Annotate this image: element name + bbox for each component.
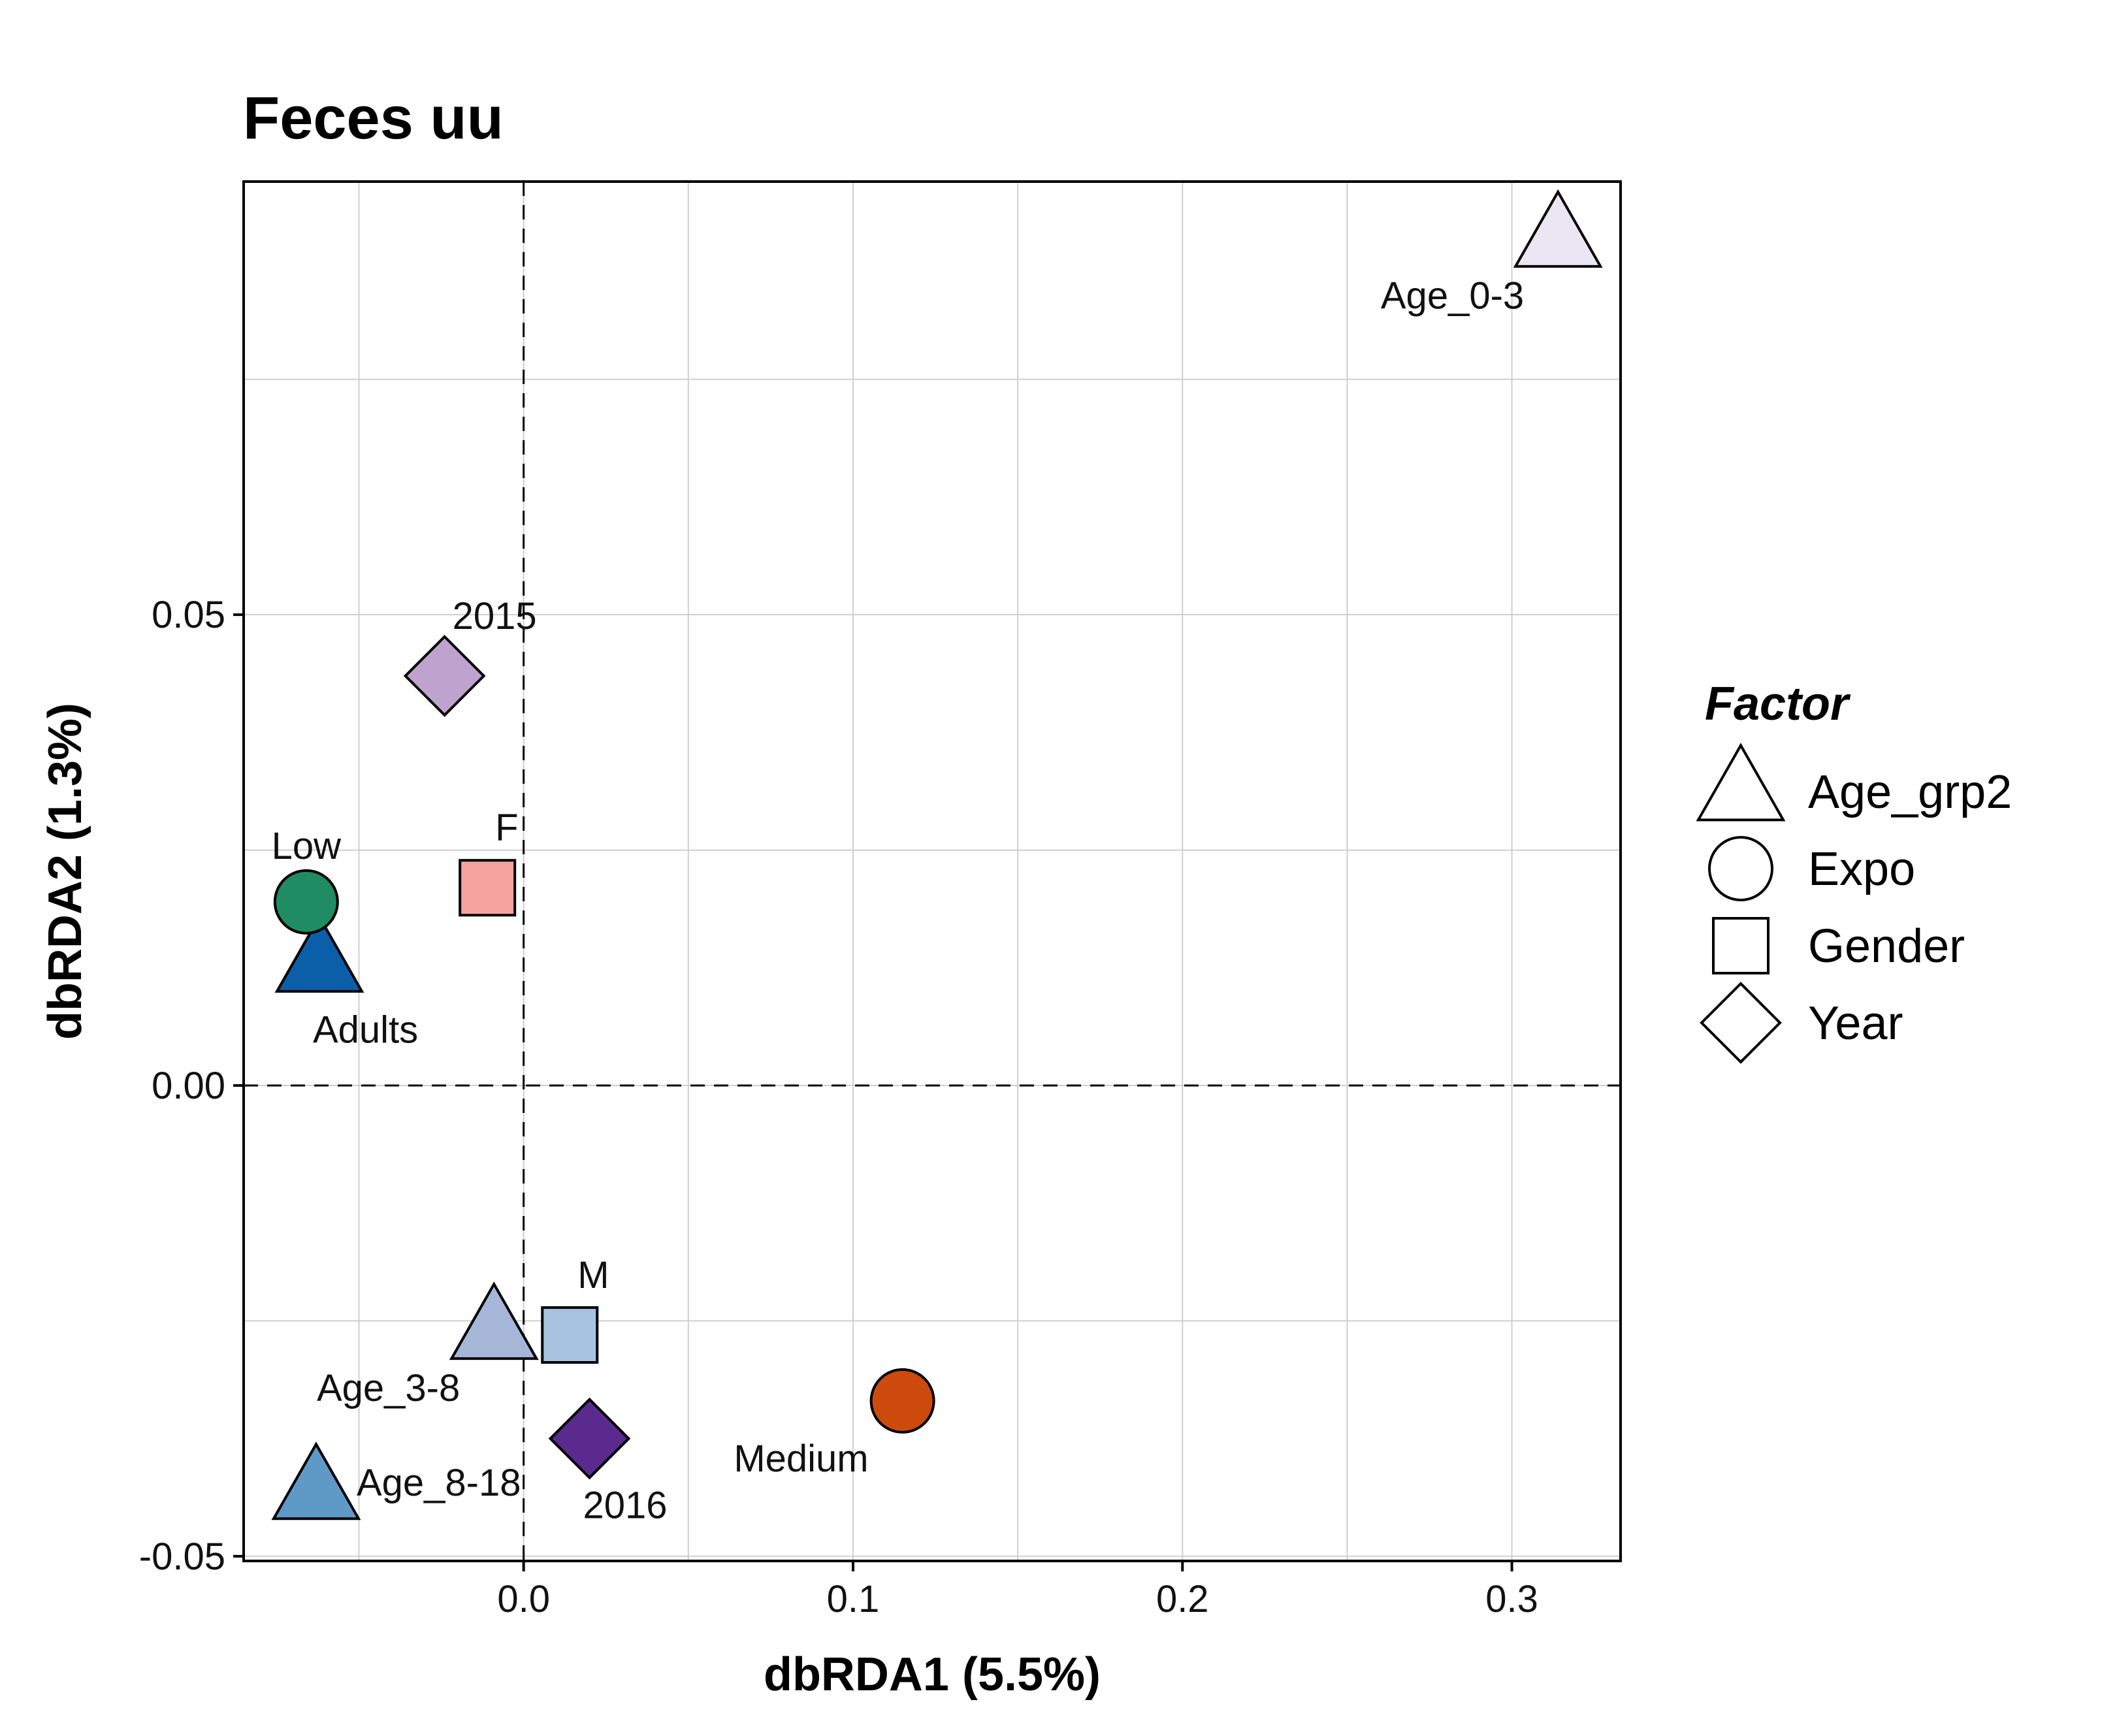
point-label: M — [577, 1254, 609, 1296]
legend-label: Expo — [1808, 843, 1915, 895]
x-axis-title: dbRDA1 (5.5%) — [764, 1648, 1101, 1701]
point-circle — [869, 1368, 935, 1434]
point-label: Adults — [313, 1009, 418, 1052]
point-triangle — [271, 1441, 361, 1520]
point-circle — [273, 869, 339, 935]
point-label: Age_3-8 — [317, 1367, 460, 1409]
x-tick-label: 0.0 — [497, 1578, 550, 1620]
reference-lines — [244, 182, 1621, 1561]
y-tick-label: 0.00 — [152, 1065, 225, 1107]
plot-border — [242, 180, 1622, 1562]
x-tick-label: 0.1 — [827, 1578, 880, 1620]
point-label: Low — [272, 825, 342, 867]
grid — [244, 182, 1621, 1561]
point-triangle — [1513, 189, 1603, 268]
point-diamond — [548, 1397, 631, 1480]
point-label: 2016 — [583, 1485, 668, 1527]
chart-title: Feces uu — [243, 85, 504, 152]
point-label: Age_8-18 — [357, 1462, 521, 1504]
point-square — [541, 1306, 599, 1364]
x-tick-label: 0.3 — [1485, 1578, 1538, 1620]
point-triangle — [449, 1281, 539, 1360]
legend-label: Gender — [1808, 920, 1965, 972]
y-axis: -0.05 0.00 0.05 — [139, 594, 244, 1578]
legend-key-triangle-icon — [1696, 743, 1786, 822]
data-points: Age_0-3 Adults Age_3-8 Age_8-18 Low Medium F M 2… — [271, 189, 1603, 1527]
legend: Factor Age_grp2 Expo Gender Year — [1696, 678, 2012, 1064]
legend-label: Age_grp2 — [1808, 766, 2012, 818]
legend-key-square-icon — [1712, 917, 1770, 974]
point-label: Age_0-3 — [1381, 274, 1524, 317]
y-tick-label: -0.05 — [139, 1535, 225, 1578]
legend-label: Year — [1808, 997, 1903, 1050]
legend-key-circle-icon — [1708, 836, 1773, 901]
point-triangle — [274, 914, 364, 993]
legend-title: Factor — [1705, 678, 1851, 730]
x-axis: 0.0 0.1 0.2 0.3 — [497, 1561, 1538, 1620]
point-label: 2015 — [453, 595, 537, 637]
point-diamond — [403, 635, 486, 717]
point-label: F — [495, 807, 518, 849]
y-tick-label: 0.05 — [152, 594, 225, 636]
y-axis-title: dbRDA2 (1.3%) — [39, 703, 91, 1040]
point-square — [459, 859, 517, 917]
legend-key-diamond-icon — [1700, 982, 1782, 1064]
x-tick-label: 0.2 — [1156, 1578, 1209, 1620]
point-label: Medium — [734, 1438, 868, 1480]
